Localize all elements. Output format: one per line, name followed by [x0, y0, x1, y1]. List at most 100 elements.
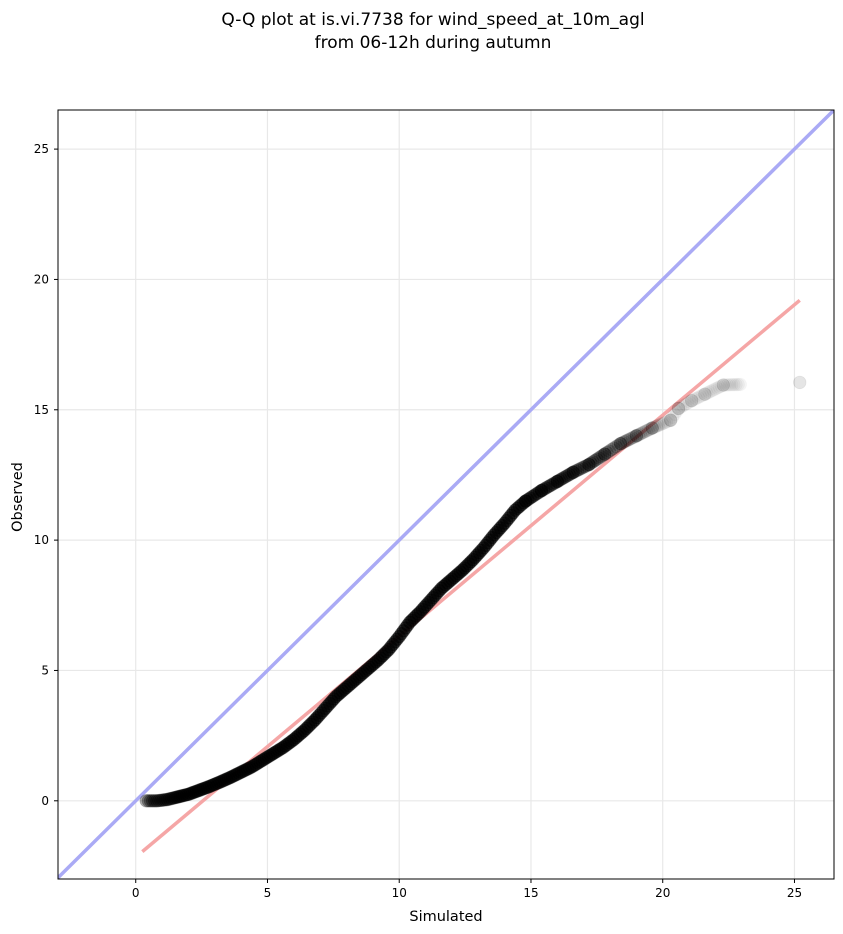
qq-point	[602, 444, 616, 458]
qq-point	[619, 434, 634, 448]
qq-point	[647, 420, 661, 434]
x-tick-label: 10	[392, 886, 407, 900]
qq-point	[708, 382, 722, 396]
qq-point	[594, 450, 608, 464]
qq-point	[716, 378, 731, 392]
qq-point	[651, 418, 666, 433]
qq-point	[698, 387, 712, 401]
qq-point	[629, 429, 644, 443]
qq-point	[685, 393, 699, 408]
qq-point	[674, 400, 688, 414]
qq-point	[556, 471, 570, 485]
qq-point	[582, 457, 596, 472]
qq-point	[150, 794, 164, 808]
qq-point	[611, 438, 626, 452]
qq-point	[534, 483, 549, 498]
gridlines	[58, 110, 834, 879]
plot-area-frame	[57, 109, 835, 880]
qq-point	[714, 379, 728, 393]
qq-point	[645, 421, 659, 435]
qq-point	[584, 456, 598, 470]
qq-point	[635, 426, 650, 440]
qq-point	[639, 424, 653, 438]
qq-point	[596, 448, 610, 463]
qq-point	[613, 436, 628, 451]
qq-point	[727, 378, 741, 391]
x-tick-label: 5	[264, 886, 272, 900]
qq-point	[609, 439, 623, 454]
qq-point	[671, 401, 686, 416]
qq-point	[546, 477, 560, 491]
y-tick-label: 5	[41, 663, 49, 677]
qq-point	[141, 794, 156, 808]
qq-point	[637, 425, 651, 439]
qq-point	[552, 473, 567, 488]
y-tick-label: 15	[34, 403, 49, 417]
qq-point	[600, 445, 614, 460]
x-tick-label: 15	[523, 886, 538, 900]
qq-point	[643, 422, 657, 436]
qq-point	[566, 465, 580, 480]
qq-point	[530, 486, 544, 501]
qq-point	[645, 421, 659, 435]
reference-line-identity	[58, 110, 834, 879]
qq-point	[534, 483, 549, 498]
qq-point	[586, 455, 600, 469]
qq-point	[625, 431, 640, 445]
qq-point	[704, 384, 718, 398]
qq-point	[729, 378, 743, 391]
qq-point	[698, 387, 712, 401]
qq-point	[719, 378, 732, 392]
qq-point	[577, 460, 592, 474]
qq-point	[579, 458, 594, 473]
x-tick-label: 20	[655, 886, 670, 900]
qq-point	[539, 481, 553, 495]
qq-point	[541, 479, 555, 494]
qq-point	[734, 378, 747, 391]
qq-point	[666, 410, 679, 424]
axis-ticks: 0 5 10 15 20 25 0 5 10 15 20 25	[34, 142, 802, 900]
x-tick-label: 25	[787, 886, 802, 900]
qq-point	[537, 482, 551, 496]
qq-point	[664, 413, 677, 427]
qq-point	[712, 380, 726, 394]
qq-point	[663, 413, 678, 427]
qq-point	[629, 429, 644, 443]
qq-point	[670, 405, 683, 418]
chart-title-line-2: from 06-12h during autumn	[315, 33, 552, 53]
qq-point	[604, 442, 619, 457]
qq-point	[668, 408, 681, 421]
qq-point	[145, 794, 160, 808]
qq-point	[710, 381, 724, 395]
qq-point	[676, 399, 690, 413]
qq-point	[558, 470, 572, 484]
qq-point	[723, 378, 736, 392]
qq-point	[573, 462, 587, 476]
qq-point	[694, 390, 707, 403]
qq-point	[623, 432, 638, 446]
qq-points	[139, 375, 807, 808]
qq-point	[662, 414, 675, 428]
qq-point	[613, 436, 628, 451]
qq-point	[592, 451, 606, 465]
qq-point	[617, 435, 632, 449]
qq-point	[687, 393, 701, 406]
qq-point	[564, 466, 578, 481]
qq-point	[631, 428, 646, 442]
qq-point	[548, 476, 562, 490]
qq-point	[681, 396, 694, 410]
qq-point	[641, 423, 655, 437]
qq-point	[582, 457, 596, 472]
qq-point	[607, 441, 621, 455]
qq-point	[148, 794, 162, 808]
y-tick-label: 25	[34, 142, 49, 156]
qq-point	[731, 378, 745, 391]
qq-point	[702, 385, 716, 399]
qq-point	[689, 392, 703, 405]
chart-title-line-1: Q-Q plot at is.vi.7738 for wind_speed_at…	[221, 10, 644, 30]
qq-point	[528, 488, 542, 502]
x-axis-label: Simulated	[409, 909, 482, 925]
qq-point	[590, 452, 604, 467]
